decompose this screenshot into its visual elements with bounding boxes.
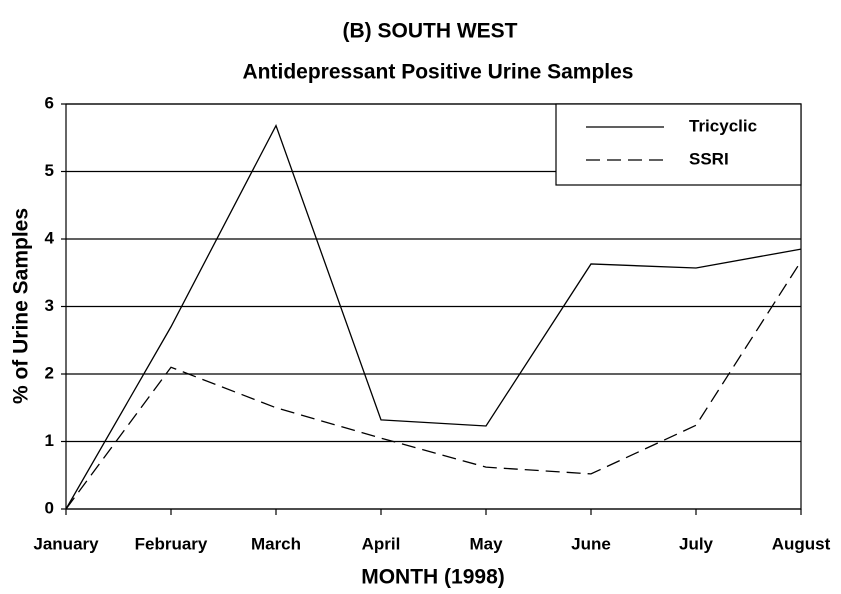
x-tick-label: July	[679, 534, 714, 553]
legend-label: Tricyclic	[689, 116, 757, 135]
y-tick-label: 4	[45, 228, 55, 247]
y-tick-label: 3	[45, 296, 54, 315]
plot-frame	[65, 103, 802, 510]
y-tick-label: 0	[45, 498, 54, 517]
chart-subtitle: Antidepressant Positive Urine Samples	[243, 61, 634, 84]
x-tick-label: April	[362, 534, 401, 553]
x-tick-label: August	[772, 534, 831, 553]
x-tick-label: June	[571, 534, 611, 553]
line-series	[65, 260, 802, 510]
y-tick-label: 2	[45, 363, 54, 382]
x-tick-label: May	[469, 534, 503, 553]
y-tick-label: 6	[45, 93, 54, 112]
legend-box	[555, 103, 802, 186]
x-tick-label: January	[33, 534, 99, 553]
y-tick-label: 5	[45, 161, 54, 180]
legend-label: SSRI	[689, 149, 729, 168]
x-tick-label: February	[135, 534, 208, 553]
y-tick-label: 1	[45, 431, 54, 450]
y-axis-label: % of Urine Samples	[10, 208, 33, 404]
line-series	[65, 123, 802, 510]
chart-title: (B) SOUTH WEST	[343, 20, 518, 43]
x-tick-label: March	[251, 534, 301, 553]
x-axis-label: MONTH (1998)	[361, 566, 505, 589]
